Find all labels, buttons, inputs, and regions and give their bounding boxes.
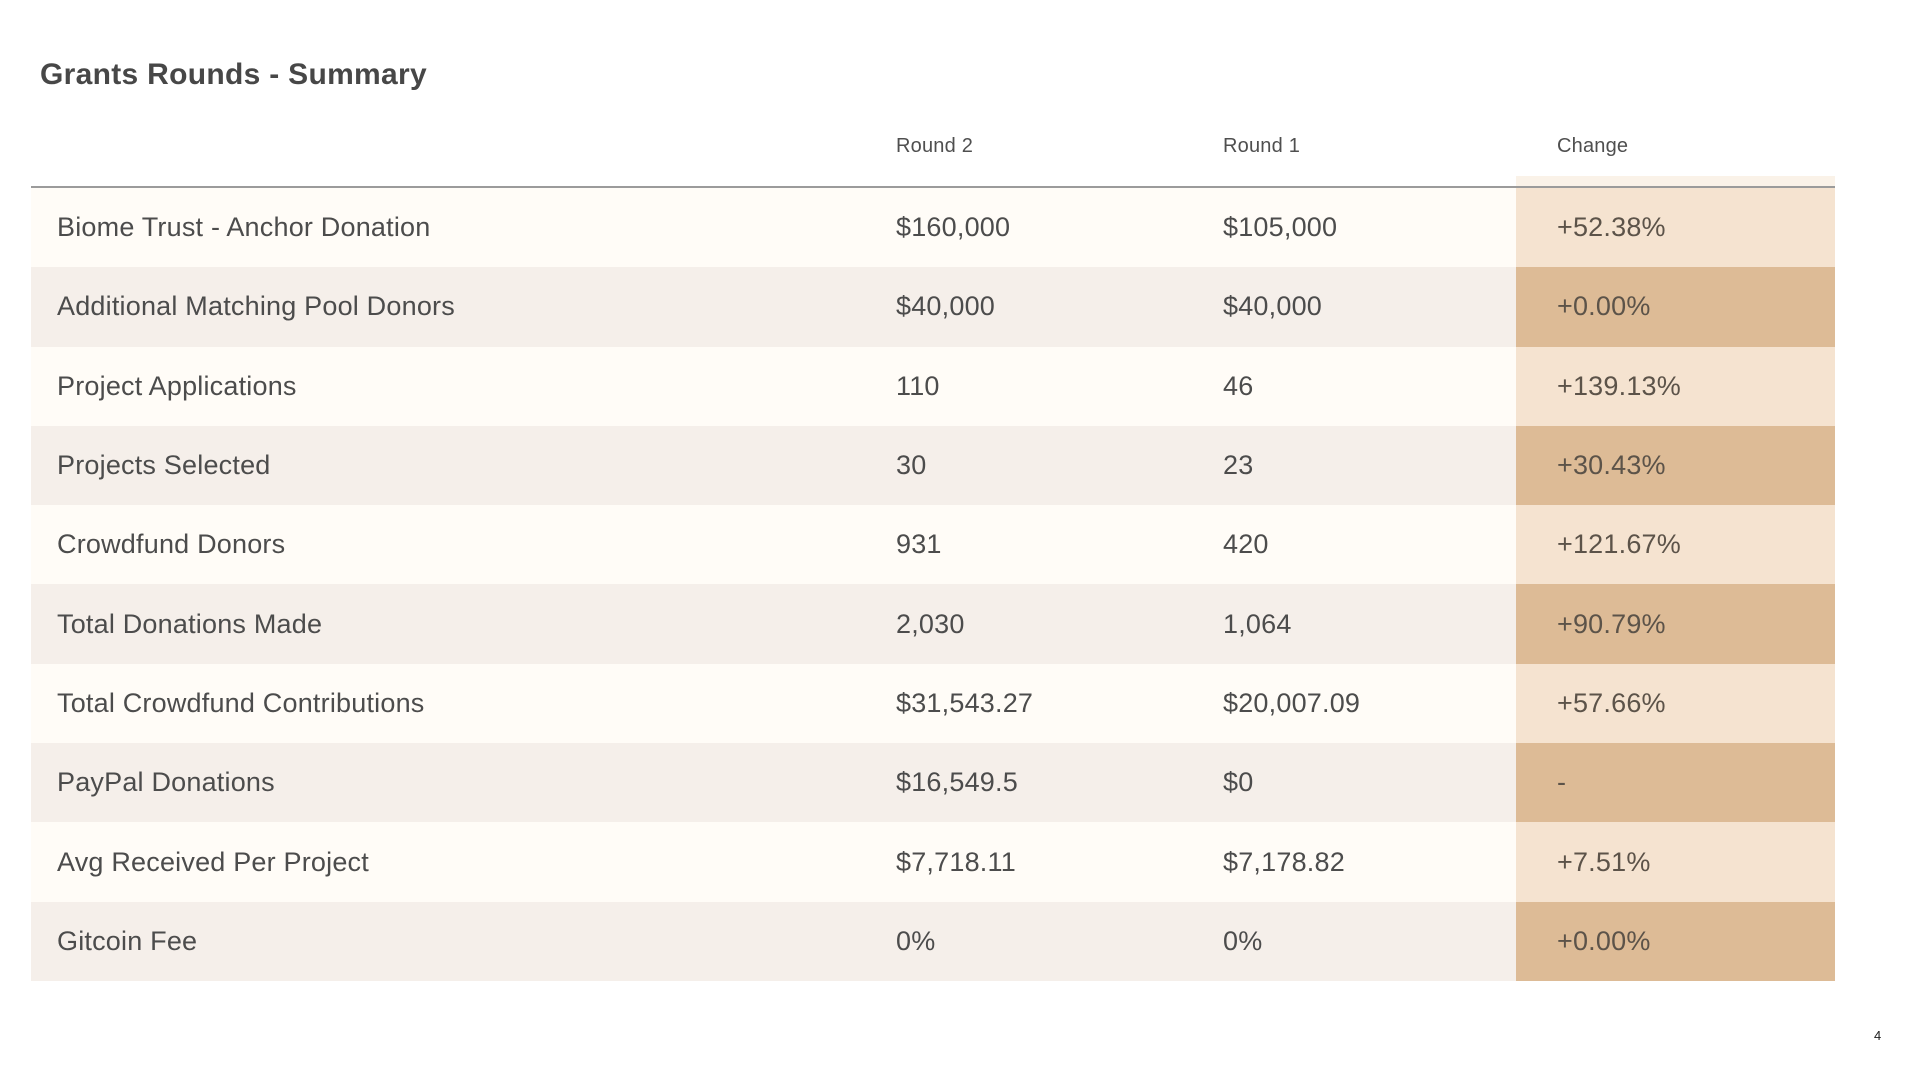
round2-value: 110 (896, 370, 940, 401)
table-row: Crowdfund Donors 931 420 +121.67% (31, 505, 1835, 585)
table-header-row: Round 2 Round 1 Change (31, 122, 1835, 186)
row-label: Total Crowdfund Contributions (57, 687, 425, 718)
change-column-tint (1516, 176, 1835, 186)
row-label: Projects Selected (57, 450, 271, 481)
table-row: Gitcoin Fee 0% 0% +0.00% (31, 901, 1835, 981)
row-label: Crowdfund Donors (57, 529, 286, 560)
column-header-label (31, 122, 870, 186)
row-label: Gitcoin Fee (57, 925, 198, 956)
round1-value: $20,007.09 (1223, 687, 1361, 718)
table-row: Additional Matching Pool Donors $40,000 … (31, 267, 1835, 347)
change-value: +52.38% (1516, 188, 1835, 268)
round1-value: $0 (1223, 767, 1254, 798)
round2-value: $7,718.11 (896, 846, 1016, 877)
round1-value: $7,178.82 (1223, 846, 1345, 877)
table-row: Total Donations Made 2,030 1,064 +90.79% (31, 584, 1835, 664)
change-value: +90.79% (1516, 584, 1835, 664)
table-row: Total Crowdfund Contributions $31,543.27… (31, 663, 1835, 744)
round2-value: 2,030 (896, 608, 965, 639)
round1-value: 46 (1223, 370, 1254, 401)
table-row: Project Applications 110 46 +139.13% (31, 346, 1835, 426)
change-value: +0.00% (1516, 901, 1835, 981)
row-label: Total Donations Made (57, 608, 323, 639)
round1-value: 420 (1223, 529, 1269, 560)
row-label: Project Applications (57, 370, 297, 401)
change-value: +0.00% (1516, 267, 1835, 347)
change-value: +57.66% (1516, 663, 1835, 744)
column-header-round1: Round 1 (1223, 135, 1301, 157)
row-label: Additional Matching Pool Donors (57, 291, 455, 322)
change-value: +7.51% (1516, 822, 1835, 902)
table-row: Avg Received Per Project $7,718.11 $7,17… (31, 822, 1835, 902)
round2-value: $40,000 (896, 291, 995, 322)
summary-table: Round 2 Round 1 Change Biome Trust - Anc… (31, 122, 1835, 981)
round2-value: $160,000 (896, 212, 1011, 243)
round2-value: $16,549.5 (896, 767, 1018, 798)
row-label: PayPal Donations (57, 767, 275, 798)
round1-value: 0% (1223, 925, 1263, 956)
round1-value: 23 (1223, 450, 1254, 481)
row-label: Avg Received Per Project (57, 846, 369, 877)
column-header-round2: Round 2 (896, 135, 974, 157)
page-title: Grants Rounds - Summary (40, 58, 427, 91)
round2-value: 0% (896, 925, 936, 956)
round1-value: 1,064 (1223, 608, 1292, 639)
table-row: Biome Trust - Anchor Donation $160,000 $… (31, 188, 1835, 268)
change-value: - (1516, 743, 1835, 823)
change-value: +139.13% (1516, 346, 1835, 426)
table-row: PayPal Donations $16,549.5 $0 - (31, 743, 1835, 823)
round2-value: 30 (896, 450, 927, 481)
table-body: Biome Trust - Anchor Donation $160,000 $… (31, 186, 1835, 981)
round1-value: $105,000 (1223, 212, 1338, 243)
table-row: Projects Selected 30 23 +30.43% (31, 425, 1835, 506)
page-number: 4 (1874, 1028, 1882, 1043)
row-label: Biome Trust - Anchor Donation (57, 212, 431, 243)
change-value: +30.43% (1516, 425, 1835, 506)
change-value: +121.67% (1516, 505, 1835, 585)
round2-value: $31,543.27 (896, 687, 1034, 718)
round1-value: $40,000 (1223, 291, 1322, 322)
round2-value: 931 (896, 529, 942, 560)
column-header-change: Change (1557, 135, 1629, 157)
